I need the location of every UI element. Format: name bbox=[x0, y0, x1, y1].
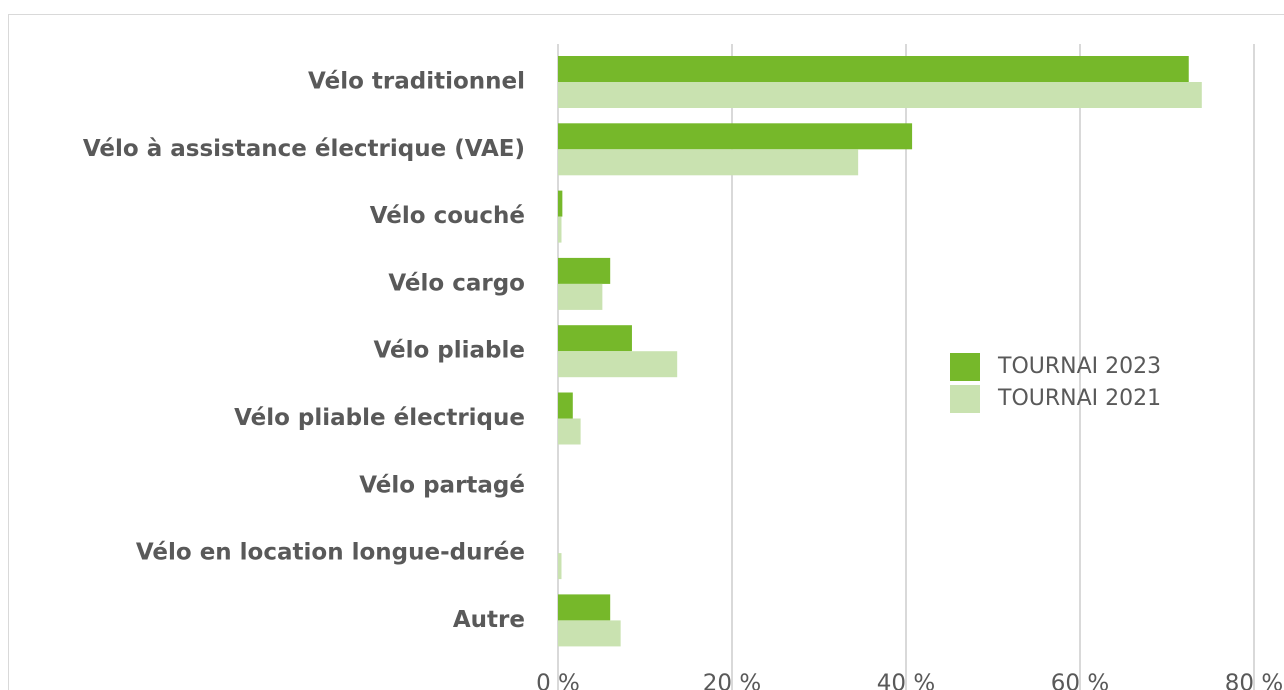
bar bbox=[558, 82, 1202, 108]
y-tick-label: Vélo couché bbox=[370, 203, 525, 229]
y-tick-label: Vélo en location longue-durée bbox=[136, 540, 525, 566]
x-tick-label: 80 % bbox=[1225, 671, 1283, 690]
bar bbox=[558, 392, 573, 419]
bar bbox=[558, 56, 1189, 82]
y-tick-label: Vélo traditionnel bbox=[308, 69, 525, 95]
y-tick-label: Autre bbox=[453, 607, 525, 633]
x-tick-label: 20 % bbox=[703, 671, 761, 690]
bar bbox=[558, 418, 581, 445]
legend-label: TOURNAI 2023 bbox=[997, 354, 1161, 379]
bar bbox=[558, 283, 603, 310]
chart-border bbox=[8, 14, 1284, 690]
bar bbox=[558, 216, 562, 243]
y-tick-label: Vélo pliable bbox=[373, 338, 525, 364]
y-tick-label: Vélo partagé bbox=[359, 472, 525, 498]
bar bbox=[558, 257, 611, 284]
y-tick-label: Vélo cargo bbox=[388, 270, 525, 296]
bar bbox=[558, 620, 621, 647]
bar bbox=[558, 190, 563, 217]
x-tick-label: 0 % bbox=[536, 671, 580, 690]
legend-swatch bbox=[950, 385, 980, 413]
legend-swatch bbox=[950, 353, 980, 381]
bar bbox=[558, 351, 678, 378]
bar bbox=[558, 123, 913, 150]
bar bbox=[558, 553, 562, 580]
bar bbox=[558, 325, 632, 352]
x-tick-label: 40 % bbox=[877, 671, 935, 690]
bar bbox=[558, 149, 859, 176]
legend-label: TOURNAI 2021 bbox=[997, 386, 1161, 411]
y-tick-label: Vélo pliable électrique bbox=[234, 405, 525, 431]
y-tick-label: Vélo à assistance électrique (VAE) bbox=[83, 136, 525, 162]
bar bbox=[558, 594, 611, 621]
x-tick-label: 60 % bbox=[1051, 671, 1109, 690]
